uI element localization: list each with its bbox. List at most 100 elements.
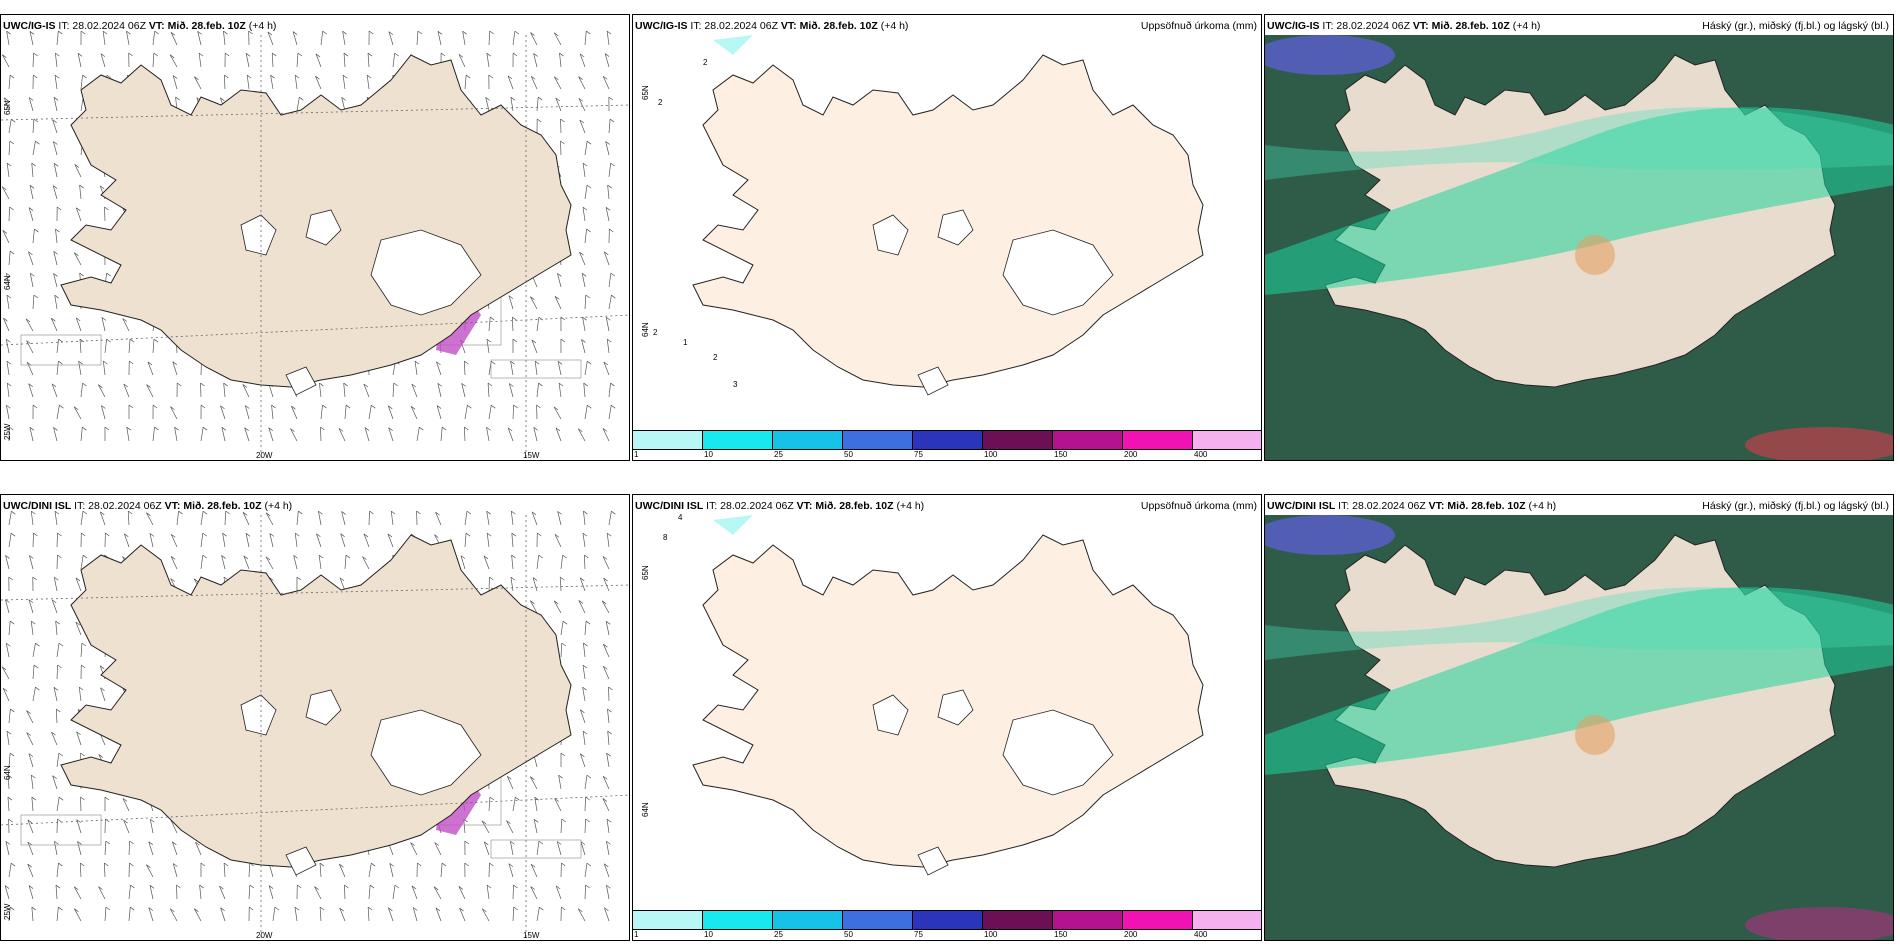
map-panel-precip-ig: UWC/IG-IS IT: 28.02.2024 06Z VT: Mið. 28…: [632, 14, 1262, 461]
wind-barb: [73, 886, 82, 900]
wind-barb-flag: [79, 272, 84, 277]
wind-barb-flag: [515, 796, 520, 801]
wind-barb: [56, 643, 60, 658]
colorbar-tick: 200: [1124, 930, 1138, 939]
wind-barb: [584, 863, 588, 878]
wind-barb: [464, 533, 467, 548]
wind-barb-flag: [32, 404, 38, 409]
glacier: [937, 689, 974, 726]
wind-barb: [246, 75, 250, 90]
hatch-area: [20, 814, 102, 846]
wind-barb-flag: [35, 642, 40, 647]
wind-barb: [26, 340, 34, 354]
wind-barb: [103, 361, 106, 376]
wind-barb: [169, 54, 178, 68]
wind-barb-flag: [200, 862, 206, 867]
wind-barb: [169, 908, 178, 922]
wind-barb: [553, 76, 562, 90]
wind-barb: [100, 687, 106, 702]
wind-barb: [176, 884, 178, 900]
wind-barb-flag: [486, 426, 491, 431]
wind-barb-flag: [33, 532, 38, 537]
wind-barb-flag: [34, 228, 39, 233]
wind-barb-flag: [605, 621, 611, 625]
wind-barb-flag: [58, 338, 63, 343]
wind-barb-flag: [530, 776, 535, 780]
wind-barb-flag: [80, 862, 85, 867]
wind-barb: [148, 907, 154, 922]
wind-barb: [296, 97, 300, 112]
wind-barb-flag: [271, 404, 276, 409]
wind-barb-flag: [242, 512, 248, 516]
map-panel-wind-ig: UWC/IG-IS IT: 28.02.2024 06Z VT: Mið. 28…: [0, 14, 630, 461]
wind-barb: [440, 427, 443, 442]
wind-barb-flag: [220, 907, 225, 911]
wind-barb: [28, 97, 34, 112]
wind-barb-flag: [9, 752, 15, 757]
wind-barb-flag: [554, 296, 560, 300]
wind-barb: [608, 405, 612, 420]
wind-barb: [170, 534, 178, 548]
wind-barb-flag: [31, 162, 36, 167]
high-cloud: [1745, 427, 1893, 460]
wind-barb-flag: [561, 862, 566, 867]
wind-barb: [223, 863, 226, 878]
glacier: [1002, 709, 1114, 796]
wind-barb-flag: [558, 774, 563, 779]
wind-barb-flag: [33, 664, 39, 669]
wind-barb: [8, 75, 11, 90]
wind-barb-flag: [342, 30, 347, 35]
wind-barb-flag: [411, 885, 417, 890]
wind-barb-flag: [316, 533, 321, 538]
wind-barb-flag: [490, 316, 495, 321]
wind-barb-flag: [607, 708, 612, 713]
wind-barb-flag: [605, 141, 610, 145]
wind-barb: [605, 207, 610, 222]
wind-barb: [318, 511, 322, 526]
wind-barb-flag: [388, 31, 394, 35]
colorbar-swatch: [703, 911, 773, 929]
wind-barb-flag: [555, 885, 561, 890]
wind-barb-flag: [104, 206, 109, 211]
wind-barb-flag: [587, 360, 592, 365]
wind-barb: [32, 229, 35, 244]
wind-barb: [533, 53, 538, 68]
wind-barb: [320, 426, 322, 442]
wind-barb: [608, 295, 612, 310]
wind-barb-flag: [319, 382, 324, 387]
wind-barb: [219, 886, 226, 900]
wind-barb-flag: [51, 731, 56, 736]
wind-barb: [410, 842, 418, 856]
wind-barb-flag: [82, 74, 87, 79]
wind-barb-flag: [58, 360, 63, 365]
map-panel-precip-dini: UWC/DINI ISL IT: 28.02.2024 06Z VT: Mið.…: [632, 494, 1262, 941]
wind-barb: [602, 666, 610, 680]
wind-barb: [78, 361, 82, 376]
wind-barb: [577, 908, 586, 922]
wind-barb: [28, 251, 34, 266]
wind-barb: [270, 75, 274, 90]
wind-barb-flag: [345, 404, 351, 409]
wind-barb-flag: [7, 796, 13, 801]
wind-barb-flag: [586, 862, 592, 867]
colorbar-tick: 10: [704, 450, 713, 459]
wind-barb-flag: [223, 30, 228, 35]
wind-barb: [1, 666, 10, 680]
wind-barb-flag: [129, 338, 135, 343]
wind-barb-flag: [1, 666, 7, 671]
wind-barb: [4, 885, 10, 900]
wind-barb-flag: [435, 511, 440, 516]
wind-barb-flag: [82, 510, 88, 515]
wind-barb: [52, 119, 58, 134]
lat-label: 64N: [3, 765, 12, 780]
wind-barb: [7, 775, 10, 790]
wind-barb: [2, 688, 10, 702]
wind-barb-flag: [76, 731, 81, 736]
wind-barb-flag: [57, 532, 62, 537]
wind-barb: [314, 886, 322, 900]
wind-barb-flag: [367, 906, 373, 911]
wind-barb: [460, 555, 466, 570]
wind-barb-flag: [98, 754, 103, 758]
wind-barb-flag: [465, 532, 471, 537]
wind-barb: [126, 31, 130, 46]
